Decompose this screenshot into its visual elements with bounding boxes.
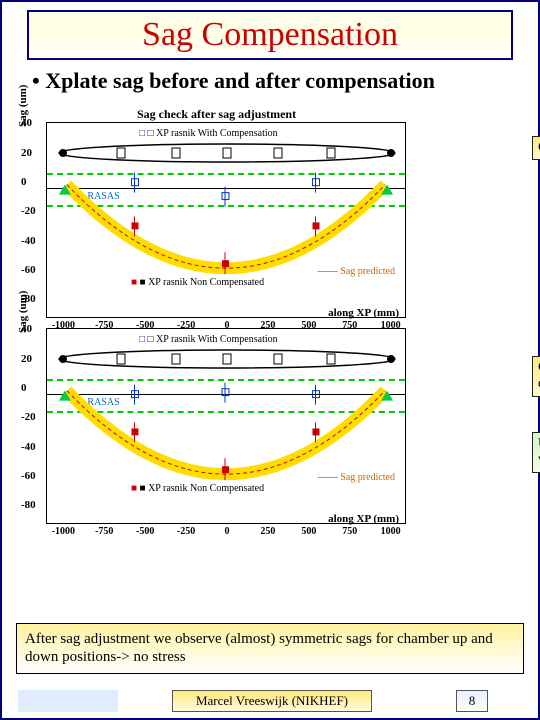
chart-up: Sag check after sag adjustment Sag (um) … <box>46 122 406 318</box>
page-number: 8 <box>456 690 488 712</box>
y-tick: 20 <box>21 353 32 365</box>
annotation-understood: Understood within +-10μm <box>532 432 540 472</box>
legend-noncomp-label: ■ XP rasnik Non Compensated <box>140 277 265 288</box>
chart-down: Sag (um) along XP (mm) □ □ XP rasnik Wit… <box>46 328 406 524</box>
sag-predicted-label: —— Sag predicted <box>318 472 395 483</box>
x-tick: -500 <box>136 526 154 537</box>
y-tick: -20 <box>21 411 36 423</box>
annotation-chamber-up: Chamber up <box>532 136 540 160</box>
footer: Marcel Vreeswijk (NIKHEF) 8 <box>2 684 538 712</box>
legend-noncomp: ■ ■ XP rasnik Non Compensated <box>127 482 268 495</box>
x-tick: -1000 <box>52 526 75 537</box>
y-tick: -20 <box>21 205 36 217</box>
conclusion-box: After sag adjustment we observe (almost)… <box>16 623 524 675</box>
legend-noncomp: ■ ■ XP rasnik Non Compensated <box>127 276 268 289</box>
y-tick: -40 <box>21 235 36 247</box>
chart-area: Sag check after sag adjustment Sag (um) … <box>12 102 528 552</box>
y-tick: 40 <box>21 323 32 335</box>
y-tick: -40 <box>21 441 36 453</box>
page-title: Sag Compensation <box>142 16 398 53</box>
y-tick: 40 <box>21 117 32 129</box>
x-tick: 0 <box>225 526 230 537</box>
x-tick: 500 <box>301 526 316 537</box>
y-tick: -60 <box>21 470 36 482</box>
x-tick: 250 <box>260 526 275 537</box>
title-box: Sag Compensation <box>27 10 513 60</box>
footer-author: Marcel Vreeswijk (NIKHEF) <box>172 690 372 712</box>
y-tick: 20 <box>21 147 32 159</box>
y-tick: 0 <box>21 382 27 394</box>
footer-left-box <box>18 690 118 712</box>
annotation-chamber-down: Chamber (upside) down <box>532 356 540 396</box>
x-tick: -250 <box>177 526 195 537</box>
x-tick: 1000 <box>381 526 401 537</box>
x-tick: 750 <box>342 526 357 537</box>
chart-title: Sag check after sag adjustment <box>137 107 296 122</box>
y-tick: -80 <box>21 499 36 511</box>
y-tick: -60 <box>21 264 36 276</box>
x-tick: -750 <box>95 526 113 537</box>
y-tick: 0 <box>21 176 27 188</box>
bullet-text: Xplate sag before and after compensation <box>32 68 508 94</box>
sag-predicted-label: —— Sag predicted <box>318 266 395 277</box>
legend-noncomp-label: ■ XP rasnik Non Compensated <box>140 483 265 494</box>
